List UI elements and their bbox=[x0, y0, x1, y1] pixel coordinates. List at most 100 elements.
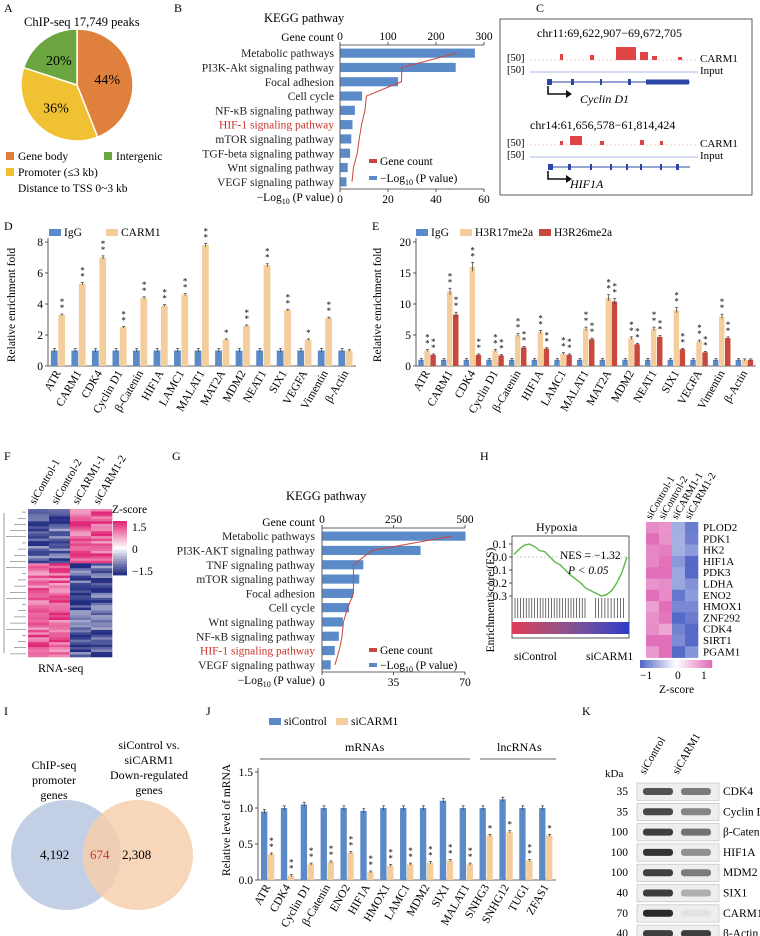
heatmap-cell bbox=[91, 516, 113, 520]
bar bbox=[576, 359, 583, 366]
heatmap-cell bbox=[91, 597, 113, 601]
bar bbox=[440, 359, 447, 366]
bar bbox=[537, 331, 544, 366]
chip-peak bbox=[616, 47, 636, 60]
bar bbox=[508, 359, 515, 366]
gsea-y-tick-label: −0.3 bbox=[486, 591, 507, 603]
heatmap-cell bbox=[91, 509, 113, 512]
panel-label-k: K bbox=[582, 704, 591, 718]
pie-slice bbox=[22, 28, 78, 87]
kegg-g-bottom-axis: −Log10 (P value) bbox=[238, 675, 315, 689]
significance-star: * bbox=[431, 337, 436, 347]
heatmap-cell bbox=[49, 627, 71, 631]
heatmap-cell bbox=[70, 555, 92, 559]
ranking-gradient bbox=[515, 622, 521, 634]
heatmap-cell bbox=[49, 518, 71, 522]
heatmap-cell bbox=[646, 544, 660, 557]
heatmap-cell bbox=[91, 548, 113, 552]
protein-label: SIX1 bbox=[723, 888, 748, 900]
zscore-gradient bbox=[113, 545, 127, 548]
ranking-gradient bbox=[570, 622, 575, 634]
panel-label-a: A bbox=[4, 1, 13, 15]
heatmap-cell bbox=[49, 568, 71, 571]
heatmap-cell bbox=[28, 610, 50, 613]
heatmap-cell bbox=[28, 602, 50, 606]
zscore-gradient bbox=[704, 660, 708, 668]
pathway-label: Cell cycle bbox=[269, 603, 315, 615]
blot-band bbox=[643, 889, 673, 897]
pathway-label: Metabolic pathways bbox=[241, 48, 334, 60]
bar bbox=[589, 339, 595, 366]
heatmap-cell bbox=[672, 533, 686, 545]
pathway-label: VEGF signaling pathway bbox=[217, 177, 334, 189]
heatmap-cell bbox=[28, 513, 50, 517]
heatmap-cell bbox=[646, 646, 660, 658]
gene-exon bbox=[628, 79, 631, 85]
bar bbox=[133, 350, 140, 366]
heatmap-cell bbox=[28, 615, 50, 618]
significance-star: * bbox=[431, 343, 436, 353]
j-legend: siControl siCARM1 bbox=[269, 716, 399, 728]
heatmap-cell bbox=[49, 595, 71, 599]
heatmap-cell bbox=[659, 623, 673, 636]
blot-band bbox=[643, 788, 673, 795]
pathway-label: PI3K-Akt signaling pathway bbox=[202, 62, 334, 74]
bar bbox=[426, 862, 434, 880]
pie-slice bbox=[76, 28, 134, 139]
blot-strip bbox=[636, 782, 720, 801]
cyclind1-track-carm1: CARM1 bbox=[700, 53, 738, 65]
d-legend-swatch-igg bbox=[49, 229, 61, 236]
significance-star: * bbox=[388, 854, 393, 864]
heatmap-cell bbox=[49, 563, 71, 567]
heatmap-cell bbox=[91, 617, 113, 621]
bar bbox=[499, 799, 506, 880]
panel-label-e: E bbox=[372, 219, 379, 233]
cyclind1-gene-label: Cyclin D1 bbox=[580, 92, 629, 106]
heatmap-cell bbox=[70, 568, 92, 571]
significance-star: * bbox=[60, 303, 65, 313]
heatmap-cell bbox=[672, 544, 686, 557]
heatmap-cell bbox=[49, 580, 71, 584]
heatmap-cell bbox=[28, 555, 50, 559]
significance-star: * bbox=[516, 317, 521, 327]
pathway-label: NF-κB signaling pathway bbox=[196, 631, 315, 643]
heatmap-cell bbox=[70, 637, 92, 641]
heatmap-cell bbox=[672, 646, 686, 658]
heatmap-cell bbox=[28, 553, 50, 557]
heatmap-cell bbox=[28, 550, 50, 554]
heatmap-cell bbox=[70, 553, 92, 557]
chip-peak bbox=[590, 55, 594, 60]
heatmap-cell bbox=[49, 642, 71, 645]
zscore-gradient bbox=[654, 660, 657, 668]
heatmap-cell bbox=[28, 654, 50, 658]
heatmap-cell bbox=[49, 585, 71, 589]
heatmap-cell bbox=[49, 605, 71, 608]
kegg-b-gene-count-axis: Gene count bbox=[281, 32, 334, 44]
heatmap-cell bbox=[646, 567, 660, 579]
ranking-gradient bbox=[578, 622, 583, 634]
heatmap-cell bbox=[91, 595, 113, 599]
significance-star: * bbox=[612, 288, 617, 298]
tss-arrowhead bbox=[566, 90, 572, 98]
gene-exon bbox=[590, 164, 592, 170]
heatmap-cell bbox=[70, 605, 92, 608]
significance-star: * bbox=[720, 303, 725, 313]
bar bbox=[628, 338, 634, 366]
heatmap-cell bbox=[685, 567, 699, 579]
heatmap-cell bbox=[659, 635, 673, 647]
heatmap-cell bbox=[91, 644, 113, 648]
zscore-gradient bbox=[113, 531, 127, 534]
heatmap-cell bbox=[70, 597, 92, 601]
heatmap-cell bbox=[28, 570, 50, 574]
pathway-label: Wnt signaling pathway bbox=[227, 163, 334, 175]
chip-peak bbox=[570, 136, 582, 145]
heatmap-cell bbox=[49, 587, 71, 591]
heatmap-cell bbox=[91, 550, 113, 554]
zscore-gradient bbox=[113, 533, 127, 536]
h-zscore-label: Z-score bbox=[659, 684, 694, 696]
e-legend-igg: IgG bbox=[431, 227, 449, 239]
bar bbox=[459, 808, 466, 880]
legend-swatch-gene-body bbox=[6, 152, 14, 160]
ranking-gradient bbox=[562, 622, 567, 634]
heatmap-cell bbox=[70, 573, 92, 576]
